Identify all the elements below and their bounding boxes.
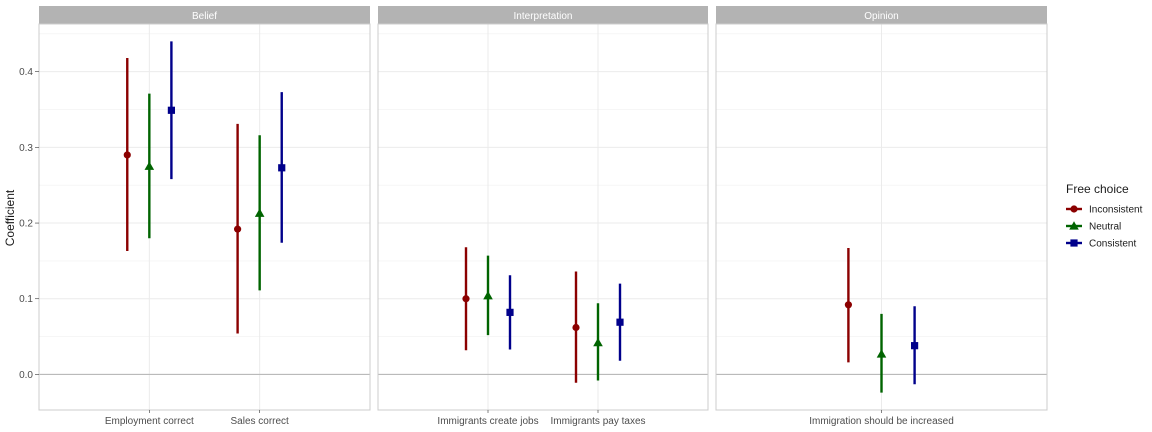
x-tick-label: Immigration should be increased — [809, 416, 954, 427]
y-tick-label: 0.0 — [19, 370, 33, 381]
panel-background — [378, 24, 708, 410]
point-inconsistent-immigrants-create-jobs — [462, 295, 470, 303]
panel-opinion: Opinion Immigration should be increased — [715, 6, 1048, 427]
legend: Free choice Inconsistent Neutral Consistent — [1066, 182, 1143, 250]
legend-key-square — [1070, 239, 1078, 247]
legend-label: Inconsistent — [1089, 205, 1143, 216]
strip-background — [716, 6, 1047, 24]
legend-title: Free choice — [1066, 182, 1129, 196]
y-axis-label: Coefficient — [3, 189, 17, 246]
x-tick-label: Immigrants create jobs — [437, 416, 538, 427]
legend-label: Consistent — [1089, 239, 1136, 250]
panel-interpretation: Interpretation Immigrants create jobs Immi… — [377, 6, 709, 427]
point-inconsistent-sales-correct — [234, 225, 242, 233]
legend-key-circle — [1070, 205, 1078, 213]
point-neutral-immigration-should-be-increased — [876, 349, 887, 358]
strip-background — [39, 6, 370, 24]
point-consistent-immigrants-create-jobs — [506, 308, 514, 316]
strip-background — [378, 6, 708, 24]
x-tick-label: Sales correct — [230, 416, 289, 427]
panel-border — [377, 23, 709, 411]
legend-item-neutral: Neutral — [1066, 221, 1121, 233]
x-tick-label: Employment correct — [105, 416, 194, 427]
legend-key-triangle — [1069, 221, 1079, 230]
panel-belief: Belief Employment correct Sales correct — [38, 6, 371, 427]
point-inconsistent-immigration-should-be-increased — [844, 301, 853, 309]
strip-title: Belief — [192, 11, 217, 22]
point-neutral-employment-correct — [144, 161, 155, 170]
facet-panels: Belief Employment correct Sales correct Int… — [38, 6, 1048, 427]
point-inconsistent-employment-correct — [123, 151, 131, 159]
y-tick-label: 0.1 — [19, 294, 33, 305]
point-consistent-immigration-should-be-increased — [911, 342, 919, 350]
y-tick-label: 0.3 — [19, 143, 33, 154]
panel-border — [38, 23, 371, 411]
y-tick-label: 0.4 — [19, 67, 33, 78]
point-neutral-immigrants-pay-taxes — [593, 337, 603, 347]
y-axis: 0.0 0.1 0.2 0.3 0.4 — [19, 67, 39, 381]
point-neutral-immigrants-create-jobs — [483, 290, 493, 300]
x-tick-label: Immigrants pay taxes — [550, 416, 645, 427]
point-neutral-sales-correct — [254, 208, 265, 217]
point-inconsistent-immigrants-pay-taxes — [572, 323, 580, 332]
point-consistent-sales-correct — [278, 164, 286, 172]
y-tick-label: 0.2 — [19, 219, 33, 230]
legend-label: Neutral — [1089, 222, 1121, 233]
legend-item-inconsistent: Inconsistent — [1066, 205, 1143, 216]
point-consistent-immigrants-pay-taxes — [616, 318, 624, 326]
legend-item-consistent: Consistent — [1066, 239, 1136, 250]
point-consistent-employment-correct — [167, 106, 175, 114]
panel-background — [39, 24, 370, 410]
strip-title: Interpretation — [514, 11, 573, 22]
strip-title: Opinion — [864, 11, 898, 22]
